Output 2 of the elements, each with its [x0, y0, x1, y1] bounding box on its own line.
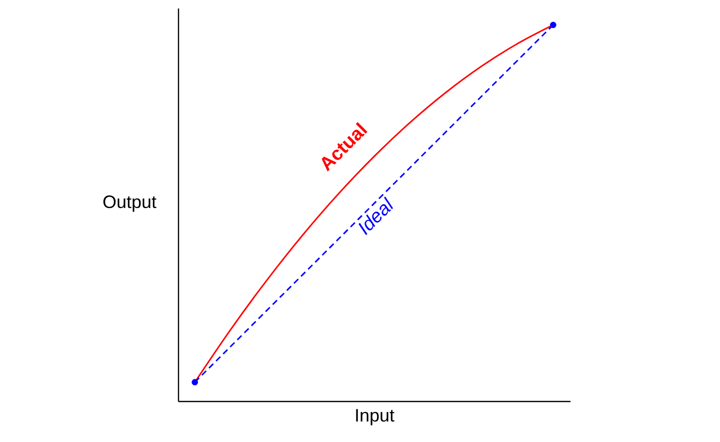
y-axis-title: Output — [102, 192, 156, 212]
x-axis-title: Input — [354, 406, 395, 426]
